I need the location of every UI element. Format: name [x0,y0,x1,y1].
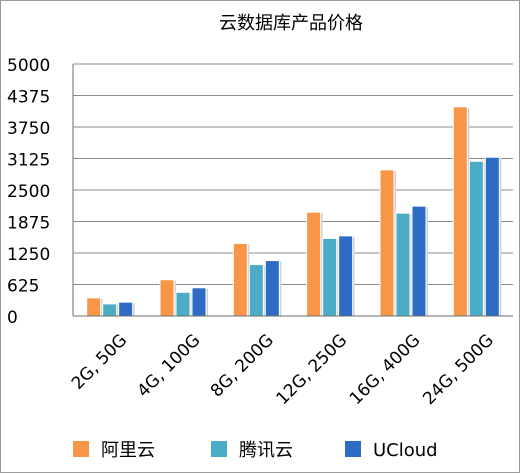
legend-label-2: 腾讯云 [239,440,293,461]
y-tick-label: 0 [7,308,18,328]
bar-3-4 [338,235,354,317]
bar-2-3 [248,264,264,317]
bar-2-6 [468,160,484,317]
bar-3-5 [411,205,427,317]
x-tick-label: 2G, 50G [68,330,131,393]
y-tick-label: 4375 [7,88,50,108]
bar-2-2 [175,291,191,317]
bar-3-6 [484,156,500,317]
y-tick-label: 2500 [7,182,50,202]
chart-title: 云数据库产品价格 [219,13,363,34]
bar-1-6 [452,106,468,317]
x-tick-label: 4G, 100G [134,330,205,401]
y-tick-label: 1250 [7,245,50,265]
bar-2-1 [102,303,118,317]
bar-1-4 [306,211,322,317]
bar-1-3 [232,242,248,317]
y-tick-label: 1875 [7,214,50,234]
bar-3-3 [264,260,280,317]
bar-2-4 [322,237,338,317]
bar-1-5 [379,169,395,317]
bar-1-2 [159,279,175,317]
x-tick-label: 24G, 500G [419,330,498,409]
legend-label-1: 阿里云 [101,440,155,461]
y-tick-label: 3125 [7,151,50,171]
y-tick-label: 5000 [7,56,50,76]
legend-swatch-1 [73,441,89,457]
bar-1-1 [86,297,102,317]
y-tick-label: 3750 [7,119,50,139]
y-tick-label: 625 [7,277,39,297]
x-tick-label: 12G, 250G [273,330,352,409]
x-tick-label: 16G, 400G [346,330,425,409]
x-tick-label: 8G, 200G [207,330,278,401]
bar-2-5 [395,212,411,317]
legend-label-3: UCloud [373,440,438,461]
bar-3-1 [118,301,134,317]
bar-3-2 [191,287,207,317]
legend-swatch-2 [211,441,227,457]
legend-swatch-3 [345,441,361,457]
